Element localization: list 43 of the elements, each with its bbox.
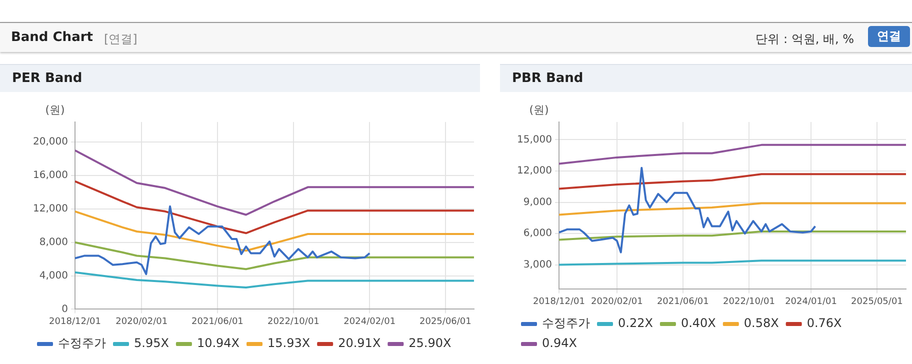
x-tick-label: 2021/06/01 — [656, 296, 709, 307]
y-tick-label: 4,000 — [39, 270, 68, 282]
x-tick-label: 2025/06/01 — [420, 316, 472, 327]
y-tick-label: 12,000 — [516, 166, 552, 177]
y-tick-label: 9,000 — [523, 196, 552, 208]
legend-label: 0.76X — [806, 316, 842, 330]
y-tick-label: 15,000 — [516, 134, 552, 146]
y-tick-label: 8,000 — [39, 236, 68, 248]
legend-label: 0.94X — [542, 336, 577, 350]
legend-label: 20.91X — [338, 336, 381, 350]
legend-label: 10.94X — [196, 336, 240, 350]
text: Band Chart — [11, 30, 93, 45]
x-tick-label: 2022/10/01 — [268, 316, 320, 327]
legend-label: 15.93X — [268, 336, 310, 350]
legend-label: 수정주가 — [542, 316, 590, 330]
text: 연결 — [868, 26, 910, 47]
chart-title: PBR Band — [500, 64, 912, 92]
y-axis-title: (원) — [45, 103, 65, 116]
x-tick-label: 2024/01/01 — [785, 296, 837, 307]
text: [연결] — [104, 31, 138, 48]
x-tick-label: 2024/02/01 — [344, 316, 396, 327]
x-tick-label: 2018/12/01 — [533, 296, 585, 307]
y-tick-label: 16,000 — [32, 170, 68, 182]
y-tick-label: 3,000 — [523, 259, 552, 270]
y-tick-label: 0 — [62, 304, 68, 315]
y-tick-label: 6,000 — [523, 228, 552, 240]
legend-label: 0.40X — [680, 316, 716, 330]
text: 단위 : 억원, 배, % — [756, 31, 854, 48]
x-tick-label: 2018/12/01 — [49, 316, 101, 327]
x-tick-label: 2021/06/01 — [192, 316, 244, 327]
legend-label: 5.95X — [134, 336, 169, 350]
x-tick-label: 2025/05/01 — [851, 296, 903, 307]
chart-title: PER Band — [0, 64, 480, 92]
y-tick-label: 12,000 — [32, 204, 68, 215]
y-tick-label: 20,000 — [32, 136, 68, 148]
legend-label: 0.22X — [618, 316, 653, 330]
legend-label: 25.90X — [408, 336, 452, 350]
x-tick-label: 2022/10/01 — [723, 296, 775, 307]
x-tick-label: 2020/02/01 — [591, 296, 643, 307]
legend-label: 0.58X — [744, 316, 779, 330]
y-axis-title: (원) — [529, 103, 549, 116]
legend-label: 수정주가 — [58, 336, 106, 350]
x-tick-label: 2020/02/01 — [116, 316, 168, 327]
